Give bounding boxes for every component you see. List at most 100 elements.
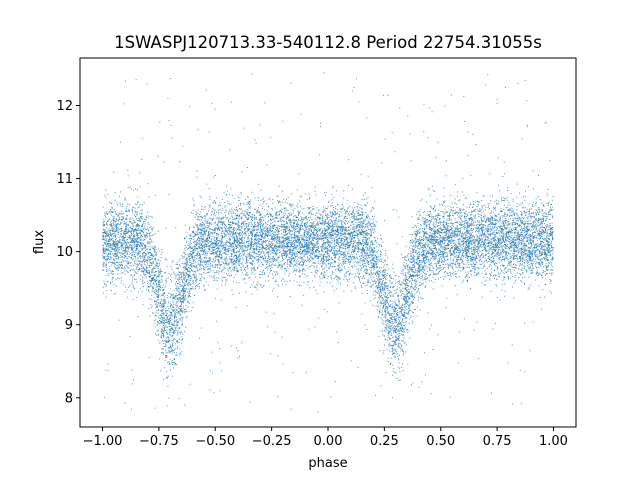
data-point <box>217 246 219 248</box>
data-point <box>276 217 278 219</box>
data-point <box>473 224 475 226</box>
data-point <box>325 213 327 215</box>
data-point <box>107 281 109 283</box>
data-point <box>405 312 407 314</box>
data-point <box>534 246 535 248</box>
data-point <box>250 237 252 239</box>
data-point <box>121 247 123 249</box>
data-point <box>255 239 256 241</box>
data-point <box>213 392 215 394</box>
data-point <box>177 294 179 296</box>
data-point <box>526 270 528 272</box>
data-point <box>129 186 131 188</box>
data-point <box>339 244 341 246</box>
data-point <box>385 302 387 304</box>
data-point <box>316 242 318 244</box>
data-point <box>215 252 217 254</box>
data-point <box>537 272 539 274</box>
data-point <box>525 190 527 192</box>
data-point <box>365 204 367 206</box>
data-point <box>413 264 415 266</box>
data-point <box>134 288 136 290</box>
data-point <box>165 279 167 281</box>
data-point <box>382 307 384 309</box>
data-point <box>240 230 242 232</box>
data-point <box>145 277 147 279</box>
data-point <box>368 249 370 251</box>
data-point <box>353 210 355 212</box>
data-point <box>136 224 138 226</box>
data-point <box>489 247 491 249</box>
data-point <box>394 151 396 153</box>
data-point <box>173 298 175 300</box>
data-point <box>145 246 147 248</box>
data-point <box>451 202 453 204</box>
data-point <box>380 260 382 262</box>
data-point <box>147 228 149 230</box>
data-point <box>133 246 135 248</box>
data-point <box>394 341 396 343</box>
data-point <box>393 286 395 288</box>
data-point <box>118 241 120 243</box>
data-point <box>212 202 214 204</box>
data-point <box>432 276 434 278</box>
data-point <box>473 263 475 265</box>
data-point <box>290 260 292 262</box>
data-point <box>550 279 552 281</box>
data-point <box>182 292 184 294</box>
data-point <box>112 171 114 173</box>
data-point <box>210 264 212 266</box>
data-point <box>242 253 244 255</box>
data-point <box>163 305 165 307</box>
data-point <box>249 244 251 246</box>
data-point <box>168 308 170 310</box>
data-point <box>240 217 242 219</box>
data-point <box>145 261 147 263</box>
data-point <box>545 268 547 270</box>
data-point <box>165 324 167 326</box>
data-point <box>419 244 421 246</box>
data-point <box>156 265 157 267</box>
data-point <box>348 245 350 247</box>
data-point <box>352 215 354 217</box>
data-point <box>351 90 353 92</box>
data-point <box>145 249 147 251</box>
data-point <box>464 219 466 221</box>
data-point <box>478 245 480 247</box>
data-point <box>375 267 377 269</box>
data-point <box>221 250 223 252</box>
data-point <box>384 320 386 322</box>
data-point <box>444 232 446 234</box>
data-point <box>429 219 431 221</box>
data-point <box>445 231 447 233</box>
data-point <box>431 230 433 232</box>
data-point <box>375 257 377 259</box>
data-point <box>422 266 424 268</box>
data-point <box>152 286 154 288</box>
data-point <box>191 254 193 256</box>
data-point <box>311 242 313 244</box>
data-point <box>367 262 369 264</box>
data-point <box>498 242 500 244</box>
data-point <box>202 239 204 241</box>
data-point <box>271 246 273 248</box>
data-point <box>271 226 273 228</box>
data-point <box>169 320 171 322</box>
data-point <box>527 235 529 236</box>
data-point <box>294 214 296 216</box>
data-point <box>233 227 235 229</box>
data-point <box>219 227 221 229</box>
data-point <box>484 204 486 206</box>
data-point <box>397 328 399 330</box>
data-point <box>373 247 375 249</box>
data-point <box>434 244 436 246</box>
data-point <box>212 270 214 272</box>
data-point <box>521 260 523 262</box>
data-point <box>515 245 517 247</box>
data-point <box>154 290 156 292</box>
data-point <box>168 302 170 304</box>
data-point <box>504 244 506 246</box>
data-point <box>550 254 552 256</box>
data-point <box>266 263 268 265</box>
data-point <box>326 241 328 243</box>
